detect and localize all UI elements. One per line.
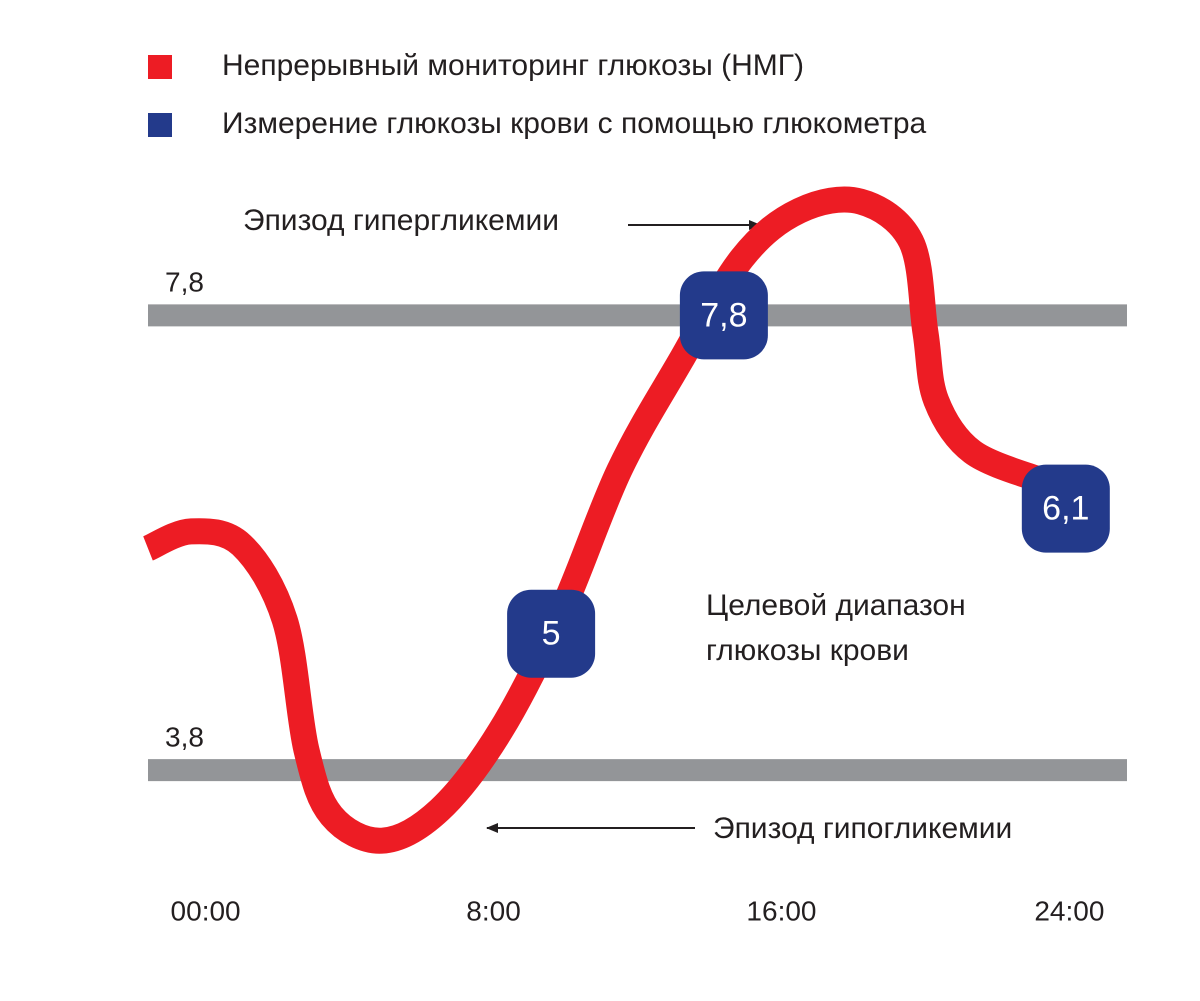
glucose-curve [142,186,1046,854]
legend-swatch [148,55,172,79]
annotation: Целевой диапазон [706,589,966,622]
annotation: Эпизод гипергликемии [243,204,559,237]
measurement-label: 6,1 [1042,490,1089,528]
legend-label: Измерение глюкозы крови с помощью глюком… [222,107,927,140]
x-tick-label: 8:00 [466,895,521,926]
reference-label: 3,8 [165,722,204,753]
measurement-label: 7,8 [700,296,747,334]
annotation: Эпизод гипогликемии [713,812,1012,845]
x-tick-label: 24:00 [1034,895,1104,926]
x-tick-label: 16:00 [746,895,816,926]
x-tick-label: 00:00 [171,895,241,926]
measurement-marker [507,589,596,678]
legend-label: Непрерывный мониторинг глюкозы (НМГ) [222,49,804,82]
legend-swatch [148,113,172,137]
measurement-marker [1021,464,1110,553]
measurement-marker [679,271,768,360]
measurement-label: 5 [542,615,561,653]
annotation: глюкозы крови [706,634,909,667]
reference-label: 7,8 [165,267,204,298]
